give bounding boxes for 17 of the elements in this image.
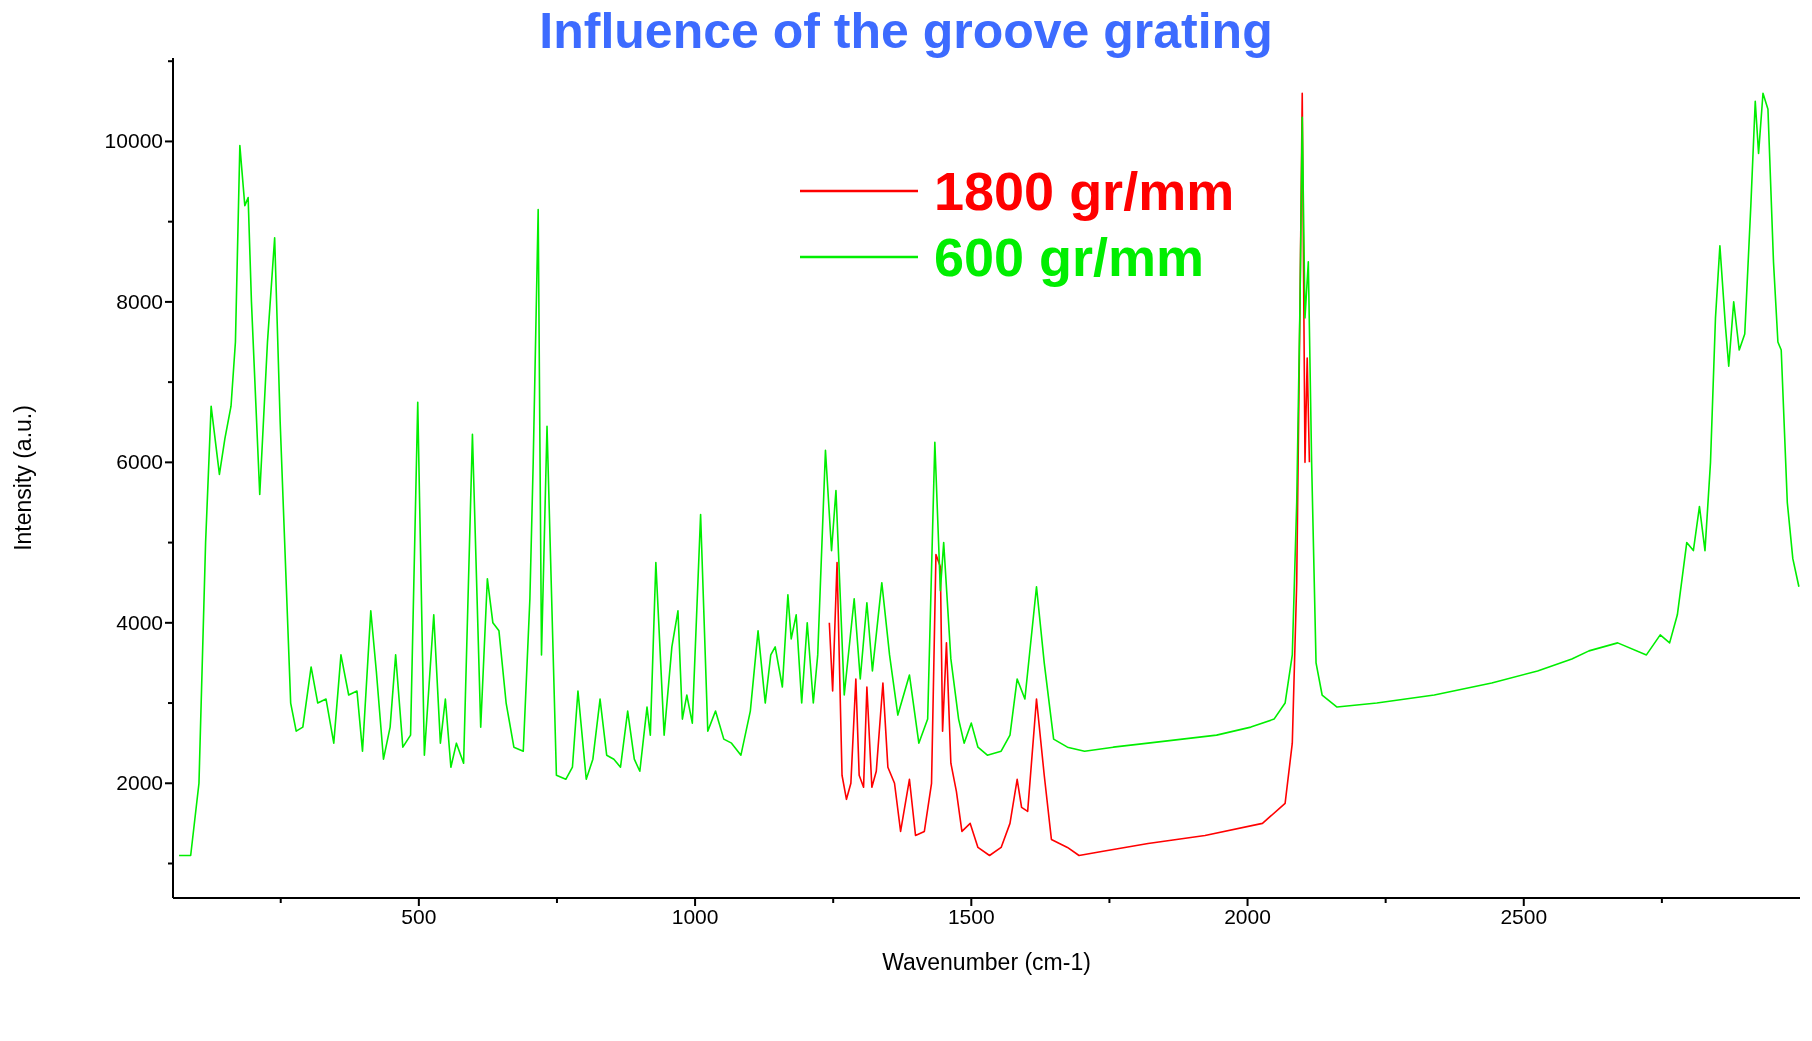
chart-title: Influence of the groove grating: [538, 2, 1274, 60]
x-axis-title: Wavenumber (cm-1): [882, 949, 1091, 975]
y-tick-label: 10000: [104, 129, 163, 153]
legend-label: 600 gr/mm: [934, 226, 1205, 288]
line-series: [178, 92, 1800, 857]
legend-label: 1800 gr/mm: [934, 160, 1235, 222]
x-tick-label: 1000: [671, 905, 719, 928]
x-tick-label: 2500: [1500, 905, 1548, 928]
y-tick-label: 4000: [116, 610, 163, 634]
y-tick-label: 8000: [116, 289, 163, 313]
y-tick-label: 6000: [116, 450, 163, 474]
line-series: [828, 92, 1311, 857]
y-axis-title: Intensity (a.u.): [10, 405, 37, 551]
x-tick-label: 1500: [947, 905, 995, 928]
x-tick-label: 2000: [1224, 905, 1271, 928]
x-tick-label: 500: [401, 905, 437, 928]
y-tick-label: 2000: [116, 771, 163, 795]
